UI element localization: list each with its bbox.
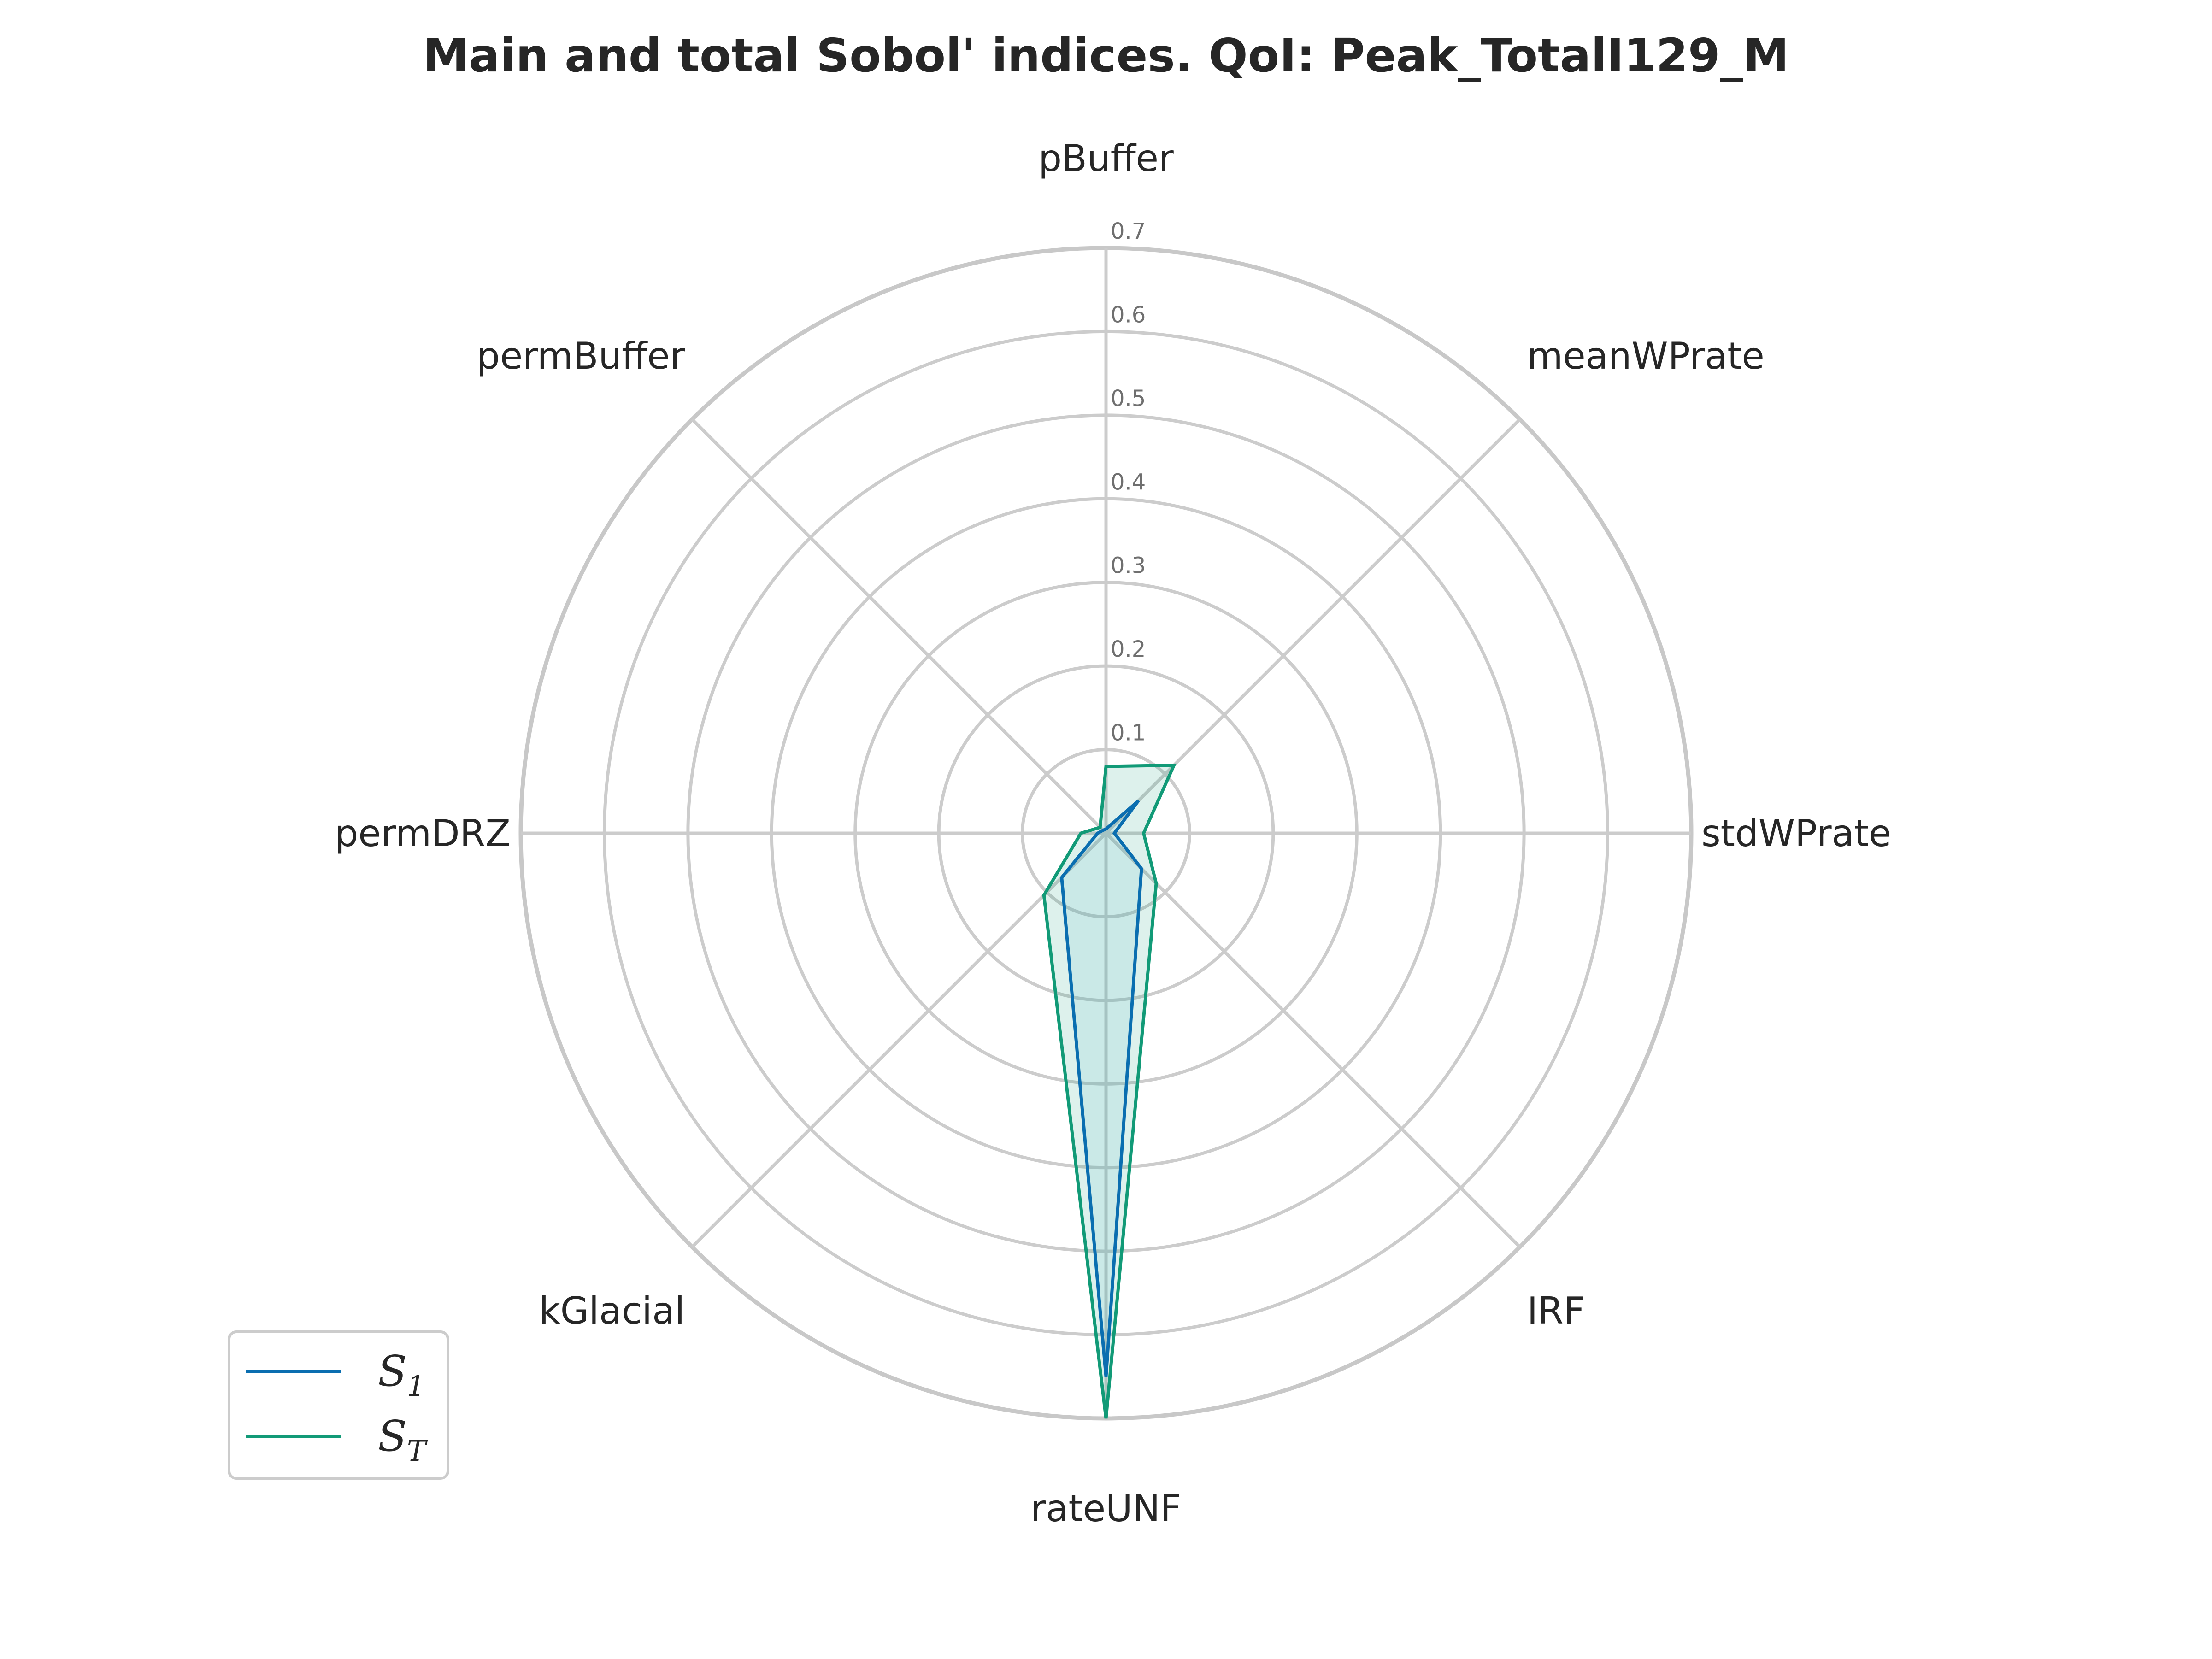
r-tick-label: 0.6 — [1111, 302, 1146, 328]
grid-spoke — [691, 832, 1107, 1248]
category-label: kGlacial — [539, 1289, 685, 1332]
r-tick-label: 0.1 — [1111, 720, 1146, 746]
category-label: stdWPrate — [1701, 812, 1891, 855]
grid-spoke — [1105, 832, 1521, 1248]
legend-label-st: ST — [378, 1412, 428, 1468]
legend-box — [228, 1330, 449, 1480]
series-fill-st — [1044, 765, 1174, 1418]
category-label: permDRZ — [335, 812, 511, 855]
r-tick-label: 0.5 — [1111, 386, 1146, 412]
category-label: pBuffer — [1038, 137, 1174, 180]
r-tick-label: 0.3 — [1111, 553, 1146, 579]
radial-tick-labels: 0.1 0.2 0.3 0.4 0.5 0.6 0.7 — [1111, 218, 1146, 746]
category-label: rateUNF — [1031, 1487, 1182, 1530]
category-labels: pBuffer meanWPrate stdWPrate IRF rateUNF kGla… — [335, 137, 1892, 1530]
category-label: permBuffer — [477, 335, 685, 377]
r-tick-label: 0.2 — [1111, 636, 1146, 662]
category-label: meanWPrate — [1527, 335, 1765, 377]
series-layer — [1042, 763, 1177, 1419]
series-line-st — [1042, 763, 1177, 1419]
chart-title: Main and total Sobol' indices. QoI: Peak… — [423, 29, 1789, 82]
grid-spoke — [691, 418, 1107, 835]
series-fill-s1 — [1061, 800, 1141, 1377]
series-line-s1 — [1060, 799, 1143, 1377]
legend-label-s1: S1 — [378, 1347, 425, 1403]
r-tick-label: 0.4 — [1111, 469, 1146, 495]
polar-grid — [518, 246, 1694, 1421]
r-tick-label: 0.7 — [1111, 218, 1146, 244]
category-label: IRF — [1527, 1289, 1585, 1332]
legend: S1 ST — [228, 1330, 449, 1480]
